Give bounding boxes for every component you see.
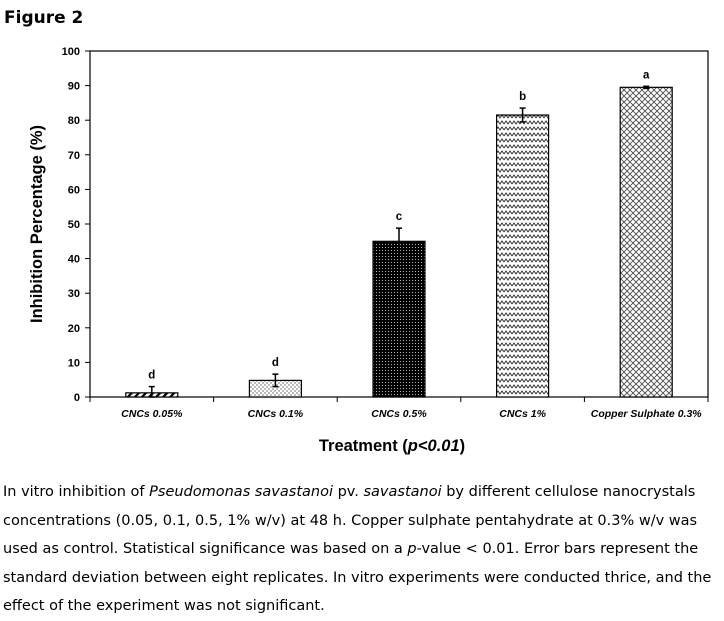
figure-caption: In vitro inhibition of Pseudomonas savas… [3, 478, 721, 621]
y-tick-label: 60 [68, 184, 80, 196]
significance-letter: d [272, 357, 279, 369]
x-tick-label: CNCs 0.5% [371, 408, 427, 420]
caption-text-1: In vitro inhibition of [3, 484, 150, 500]
caption-text-4: -value < 0.01. Error bars represent the … [3, 541, 712, 614]
plot-area: 0 10 20 30 40 50 60 70 80 90 100 d CNCs 0.05% d CNCs 0… [62, 46, 709, 420]
y-tick-label: 10 [68, 357, 80, 369]
caption-species: Pseudomonas savastanoi [149, 484, 333, 500]
significance-letter: d [148, 370, 155, 382]
x-axis-title-italic: p<0.01 [407, 437, 460, 455]
x-axis-title-main: Treatment ( [319, 437, 408, 455]
x-tick-label: CNCs 0.1% [248, 408, 304, 420]
significance-letter: c [396, 211, 403, 223]
caption-text-3: by different cellulose nanocrystals conc… [3, 484, 698, 557]
caption-p: p [407, 541, 417, 557]
x-axis-title-close: ) [460, 437, 466, 455]
x-tick-label: CNCs 1% [499, 408, 546, 420]
bar [496, 114, 550, 398]
significance-letter: b [519, 91, 526, 103]
bar-chart: 0 10 20 30 40 50 60 70 80 90 100 d CNCs 0.05% d CNCs 0… [28, 46, 709, 455]
bar [619, 86, 673, 398]
x-tick-label: Copper Sulphate 0.3% [591, 408, 703, 420]
y-tick-label: 70 [68, 150, 80, 162]
caption-text-2: pv. [332, 484, 364, 500]
y-tick-label: 80 [68, 115, 80, 127]
x-axis-title: Treatment (p<0.01) [319, 437, 465, 455]
y-tick-label: 50 [68, 219, 80, 231]
y-tick-label: 0 [74, 392, 80, 404]
y-tick-label: 20 [68, 323, 80, 335]
significance-letter: a [643, 69, 650, 81]
y-tick-label: 100 [62, 46, 80, 58]
bar [372, 240, 426, 398]
y-tick-label: 90 [68, 81, 80, 93]
y-tick-label: 40 [68, 254, 80, 266]
y-axis-title: Inhibition Percentage (%) [28, 125, 46, 323]
caption-pathovar: savastanoi [363, 484, 442, 500]
figure-label: Figure 2 [4, 8, 84, 28]
x-tick-label: CNCs 0.05% [121, 408, 183, 420]
y-tick-label: 30 [68, 288, 80, 300]
